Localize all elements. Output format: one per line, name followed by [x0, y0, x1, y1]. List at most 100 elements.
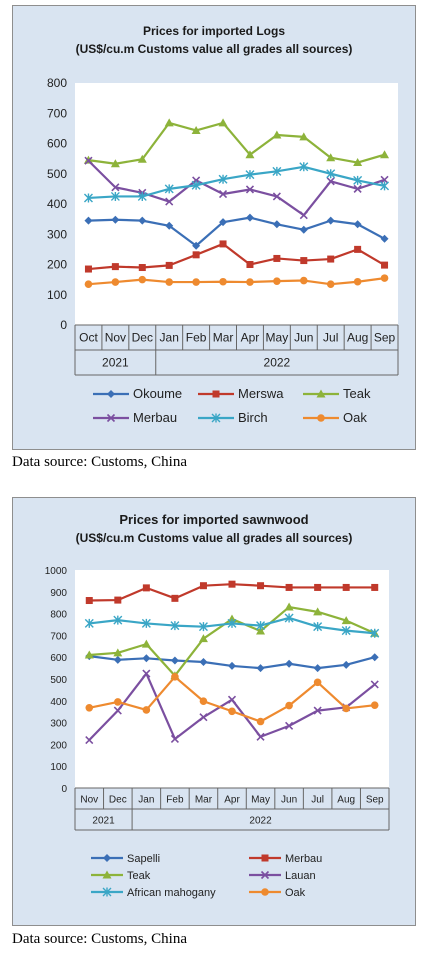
- data-point: [342, 704, 350, 713]
- data-point: [141, 618, 151, 628]
- y-tick-label: 1000: [45, 566, 68, 577]
- legend-item: Teak: [91, 870, 151, 882]
- data-point: [381, 261, 389, 269]
- data-point: [285, 701, 293, 710]
- data-point: [199, 713, 208, 722]
- data-point: [113, 648, 123, 657]
- legend-label: Teak: [343, 386, 371, 401]
- x-tick-label: Sep: [374, 331, 396, 345]
- legend-marker: [107, 390, 115, 398]
- data-point: [380, 234, 389, 243]
- data-point: [84, 618, 94, 628]
- data-point: [85, 703, 94, 712]
- data-point: [272, 166, 282, 176]
- data-point: [218, 118, 228, 127]
- data-point: [285, 721, 294, 730]
- data-point: [353, 184, 362, 193]
- data-point: [84, 156, 93, 165]
- data-point: [110, 159, 120, 168]
- x-tick-label: Jul: [311, 795, 324, 806]
- data-point: [219, 277, 227, 286]
- year-group-label: 2022: [249, 816, 272, 827]
- x-tick-label: Jun: [281, 795, 297, 806]
- data-point: [164, 184, 174, 194]
- y-tick-label: 600: [47, 137, 67, 151]
- x-tick-label: Aug: [347, 331, 368, 345]
- legend-item: Merbau: [93, 410, 177, 425]
- data-point: [192, 278, 200, 286]
- data-point: [256, 626, 266, 635]
- data-point: [142, 584, 150, 592]
- data-point: [165, 261, 173, 269]
- y-tick-label: 900: [50, 588, 67, 599]
- x-tick-label: May: [251, 795, 270, 806]
- data-point: [191, 125, 201, 134]
- series-oak: [84, 274, 389, 288]
- data-point: [326, 153, 336, 162]
- legend-item: Merswa: [198, 386, 284, 401]
- data-point: [84, 216, 93, 225]
- data-point: [273, 254, 281, 262]
- legend-item: Oak: [249, 887, 306, 899]
- x-tick-label: Apr: [241, 331, 260, 345]
- data-point: [353, 220, 362, 229]
- legend-marker: [212, 390, 220, 398]
- data-point: [111, 215, 120, 224]
- data-point: [353, 175, 363, 185]
- data-point: [191, 180, 201, 190]
- legend-label: Merswa: [238, 386, 284, 401]
- legend-item: African mahogany: [91, 887, 216, 899]
- data-point: [300, 257, 308, 265]
- data-point: [285, 659, 294, 668]
- data-point: [285, 583, 293, 591]
- legend-item: Okoume: [93, 386, 182, 401]
- x-tick-label: Dec: [109, 795, 127, 806]
- data-point: [273, 277, 281, 285]
- data-point: [380, 175, 389, 184]
- legend-item: Oak: [303, 410, 367, 425]
- data-point: [314, 583, 322, 591]
- category-axis-table: [74, 324, 399, 376]
- legend-marker: [211, 413, 221, 423]
- data-point: [256, 664, 265, 673]
- data-point: [199, 697, 208, 706]
- chart-title: Prices for imported sawnwood: [119, 512, 309, 527]
- y-tick-label: 100: [47, 288, 67, 302]
- data-point: [170, 656, 179, 665]
- data-point: [313, 706, 322, 715]
- legend-label: Lauan: [285, 870, 316, 882]
- series-african-mahogany: [84, 613, 380, 638]
- x-tick-label: Jan: [138, 795, 154, 806]
- data-point: [272, 220, 281, 229]
- x-tick-label: Jul: [323, 331, 338, 345]
- series-sapelli: [85, 652, 379, 673]
- data-point: [354, 245, 362, 253]
- logs-line-chart: 0 100 200 300 400 500 600 700 800 Oct Nov Dec Jan Feb…: [47, 76, 399, 425]
- x-tick-label: Apr: [224, 795, 240, 806]
- data-point: [370, 701, 379, 709]
- data-point: [142, 669, 151, 678]
- x-tick-label: Mar: [213, 331, 234, 345]
- data-source-note: Data source: Customs, China: [12, 454, 187, 470]
- data-point: [326, 216, 335, 225]
- legend: Sapelli Merbau Teak Lauan African mahogany Oa…: [91, 853, 322, 899]
- data-point: [246, 261, 254, 268]
- legend-label: African mahogany: [127, 887, 216, 899]
- data-point: [138, 216, 147, 225]
- data-point: [228, 707, 236, 716]
- x-tick-label: Jan: [160, 331, 179, 345]
- data-point: [256, 717, 265, 726]
- data-point: [256, 732, 265, 741]
- sawnwood-line-chart: 0 100 200 300 400 500 600 700 800 900 1000 Nov Dec Ja…: [45, 566, 390, 899]
- data-point: [111, 278, 120, 286]
- x-tick-label: Nov: [80, 795, 98, 806]
- x-tick-label: Feb: [186, 331, 207, 345]
- y-tick-label: 400: [50, 697, 67, 708]
- data-point: [170, 621, 180, 631]
- data-point: [245, 150, 255, 159]
- logs-chart-panel: Prices for imported Logs (US$/cu.m Custo…: [12, 5, 416, 450]
- data-source-note: Data source: Customs, China: [12, 931, 187, 947]
- y-tick-label: 500: [50, 675, 67, 686]
- y-tick-label: 500: [47, 167, 67, 181]
- x-tick-label: Nov: [105, 331, 126, 345]
